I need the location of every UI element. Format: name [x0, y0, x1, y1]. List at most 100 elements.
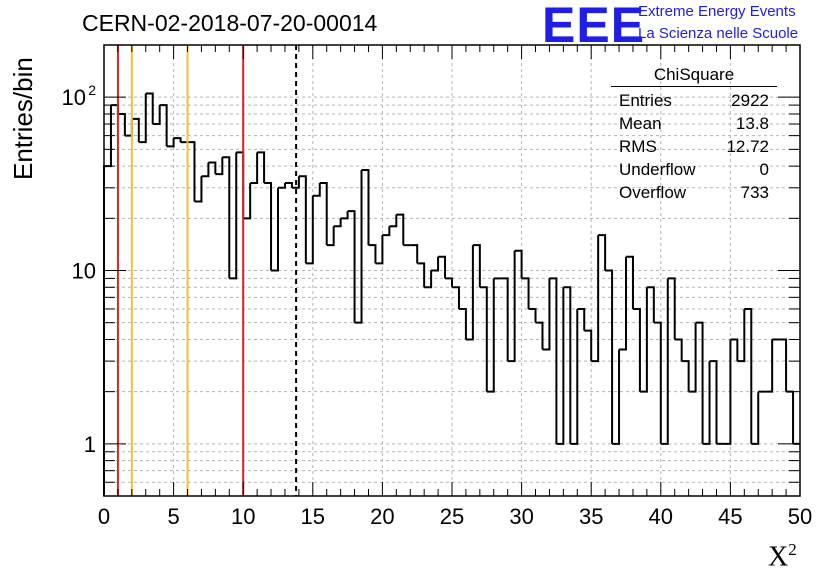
histogram-bin: [445, 277, 453, 288]
stats-value: 2922: [731, 91, 769, 110]
histogram-bin: [291, 176, 300, 189]
histogram-bin: [556, 287, 565, 445]
histogram-bin: [709, 360, 718, 444]
stats-row-mean: Mean 13.8: [611, 112, 777, 135]
x-axis-label-base: X: [768, 541, 789, 573]
y-tick-label: 10: [62, 85, 86, 110]
histogram-bin: [208, 161, 217, 175]
histogram-bin: [173, 137, 182, 143]
histogram-bin: [438, 255, 447, 279]
histogram-bin: [152, 105, 161, 126]
histogram-bin: [312, 182, 321, 197]
histogram-bin: [110, 104, 119, 114]
histogram-bin: [563, 286, 572, 444]
histogram-bin: [264, 181, 273, 271]
histogram-bin: [584, 329, 593, 362]
histogram-bin: [424, 270, 433, 289]
stats-title: ChiSquare: [611, 65, 777, 87]
x-tick-label: 0: [98, 504, 110, 529]
histogram-bin: [486, 278, 495, 393]
histogram-bin: [528, 307, 537, 323]
y-tick-label: 1: [84, 432, 96, 457]
histogram-bin: [333, 218, 342, 228]
histogram-bin: [653, 321, 662, 444]
histogram-bin: [222, 156, 231, 279]
grid-layer: [104, 45, 800, 496]
histogram-bin: [570, 308, 579, 445]
histogram-bin: [250, 152, 259, 184]
x-tick-label: 20: [370, 504, 394, 529]
x-tick-label: 10: [231, 504, 255, 529]
histogram-bin: [514, 249, 523, 279]
histogram-bin: [103, 105, 112, 496]
stats-value: 12.72: [726, 137, 769, 156]
logo-mark: EEE: [542, 0, 646, 53]
histogram-bin: [591, 235, 600, 363]
x-tick-label: 30: [509, 504, 533, 529]
histogram-bin: [646, 286, 655, 323]
histogram-bin: [674, 338, 683, 362]
stats-row-rms: RMS 12.72: [611, 135, 777, 158]
histogram-bin: [417, 262, 426, 288]
histogram-bin: [723, 339, 732, 445]
histogram-bin: [765, 339, 774, 393]
histogram-bin: [507, 250, 516, 363]
stats-box: ChiSquare Entries 2922 Mean 13.8 RMS 12.72 …: [611, 65, 777, 204]
histogram-bin: [695, 321, 704, 444]
histogram-bin: [612, 349, 621, 445]
histogram-bin: [236, 151, 245, 219]
histogram-bin: [479, 286, 488, 392]
stats-label: RMS: [619, 137, 657, 156]
histogram-bin: [389, 214, 398, 228]
histogram-bin: [187, 141, 196, 202]
histogram-bin: [215, 157, 224, 176]
histogram-bin: [626, 255, 634, 309]
stats-value: 733: [740, 183, 769, 202]
logo-line-1: Extreme Energy Events: [638, 3, 796, 20]
x-tick-label: 25: [440, 504, 464, 529]
histogram-bin: [326, 226, 335, 247]
histogram-bin: [660, 278, 669, 445]
histogram-series: [103, 92, 800, 496]
histogram-bin: [535, 321, 544, 350]
y-tick-label-exponent: 2: [88, 82, 96, 98]
x-tick-label: 45: [718, 504, 742, 529]
x-axis-label-exponent: 2: [788, 540, 797, 559]
histogram-bin: [298, 175, 307, 264]
histogram-bin: [605, 269, 614, 444]
histogram-bin: [786, 390, 795, 444]
x-tick-label: 35: [579, 504, 603, 529]
histogram-bin: [751, 391, 760, 445]
y-axis-label: Entries/bin: [8, 57, 38, 180]
histogram-bin: [340, 211, 349, 220]
stats-value: 13.8: [735, 114, 769, 133]
histogram-bin: [779, 338, 788, 392]
histogram-bin: [368, 244, 377, 264]
histogram-bin: [702, 361, 711, 445]
histogram-bin: [577, 307, 586, 331]
x-tick-label: 50: [788, 504, 812, 529]
histogram-bin: [271, 187, 279, 272]
stats-row-overflow: Overflow 733: [611, 181, 777, 204]
histogram-bin: [131, 117, 140, 143]
histogram-bin: [347, 210, 356, 323]
histogram-bin: [354, 170, 363, 324]
histogram-bin: [229, 152, 238, 280]
histogram-bin: [632, 307, 641, 392]
histogram-bin: [542, 278, 551, 351]
histogram-bin: [396, 213, 405, 246]
histogram-bin: [667, 277, 676, 340]
histogram-bin: [319, 181, 328, 246]
histogram-bin: [166, 138, 175, 148]
stats-row-entries: Entries 2922: [611, 89, 777, 112]
histogram-bin: [124, 118, 133, 137]
y-tick-label: 10: [72, 259, 96, 284]
histogram-bin: [500, 277, 509, 362]
histogram-bin: [117, 112, 126, 136]
logo-line-2: La Scienza nelle Scuole: [638, 25, 799, 42]
histogram-bin: [521, 277, 530, 309]
histogram-bin: [159, 104, 168, 147]
histogram-bin: [201, 162, 210, 178]
histogram-bin: [619, 256, 627, 351]
histogram-bin: [452, 286, 460, 309]
